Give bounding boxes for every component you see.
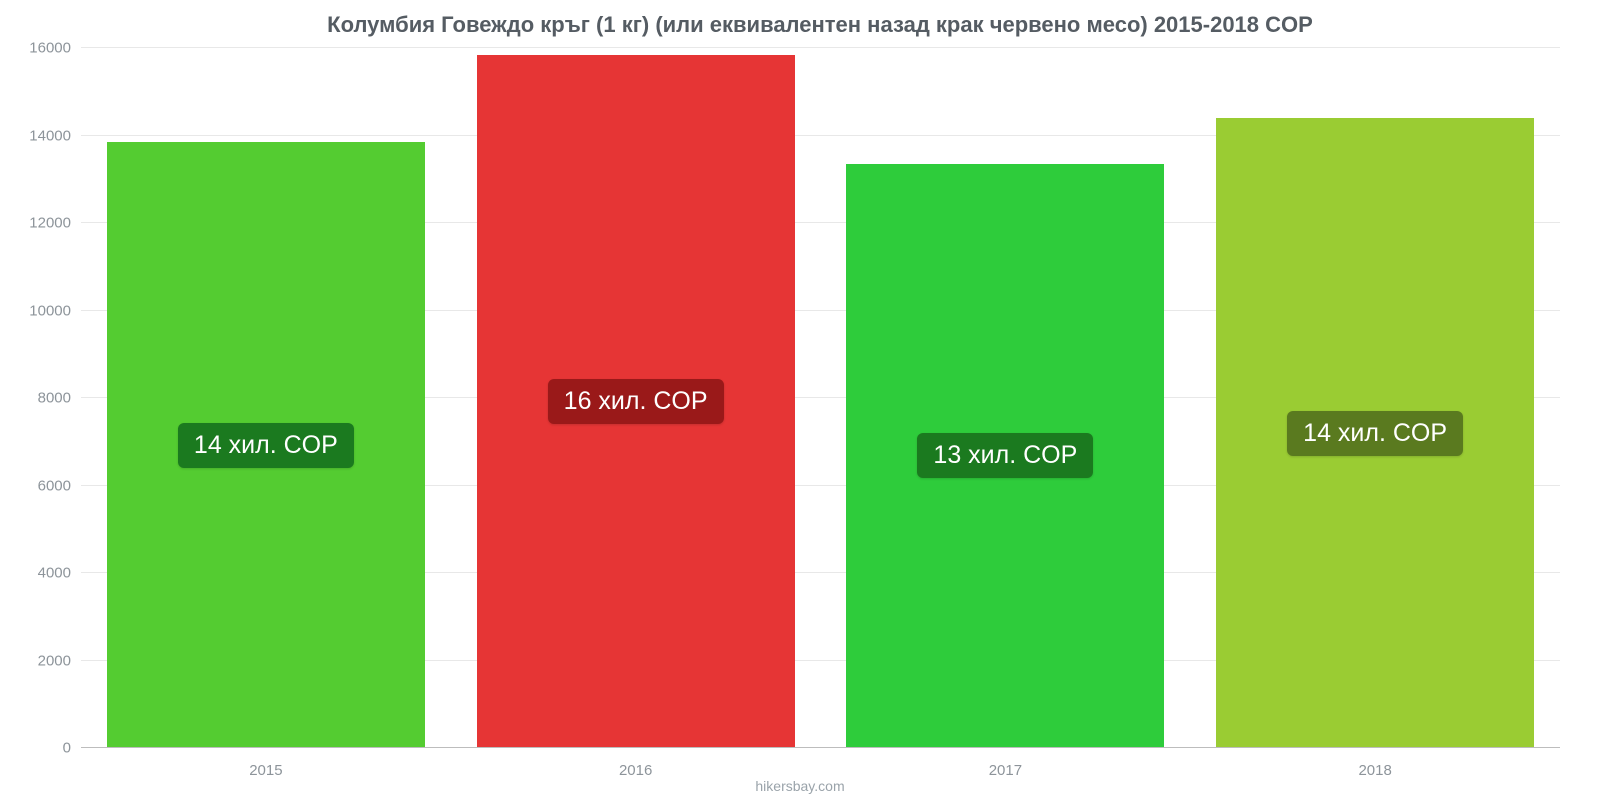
y-axis-tick-label: 12000: [29, 215, 81, 232]
bar: 13 хил. COP: [846, 164, 1164, 748]
bars-group: 14 хил. COP201516 хил. COP201613 хил. CO…: [81, 48, 1560, 748]
bar: 14 хил. COP: [1216, 118, 1534, 748]
bar-slot: 13 хил. COP2017: [821, 48, 1191, 748]
chart-container: Колумбия Говеждо кръг (1 кг) (или еквива…: [0, 0, 1600, 800]
y-axis-tick-label: 4000: [38, 565, 81, 582]
bar-slot: 14 хил. COP2015: [81, 48, 451, 748]
bar-value-badge: 14 хил. COP: [178, 423, 354, 468]
plot-area: 14 хил. COP201516 хил. COP201613 хил. CO…: [80, 48, 1560, 748]
y-axis-tick-label: 2000: [38, 652, 81, 669]
x-axis-tick-label: 2017: [989, 748, 1022, 779]
bar: 14 хил. COP: [107, 142, 425, 748]
y-axis-tick-label: 8000: [38, 390, 81, 407]
x-axis-tick-label: 2015: [249, 748, 282, 779]
bar-slot: 14 хил. COP2018: [1190, 48, 1560, 748]
chart-title: Колумбия Говеждо кръг (1 кг) (или еквива…: [80, 12, 1560, 38]
attribution-text: hikersbay.com: [755, 778, 844, 794]
y-axis-tick-label: 0: [63, 740, 81, 757]
x-axis-tick-label: 2018: [1358, 748, 1391, 779]
bar-value-badge: 14 хил. COP: [1287, 411, 1463, 456]
bar: 16 хил. COP: [477, 55, 795, 748]
y-axis-tick-label: 14000: [29, 127, 81, 144]
y-axis-tick-label: 10000: [29, 302, 81, 319]
bar-value-badge: 16 хил. COP: [548, 379, 724, 424]
y-axis-tick-label: 6000: [38, 477, 81, 494]
x-axis-baseline: [81, 747, 1560, 748]
bar-value-badge: 13 хил. COP: [917, 433, 1093, 478]
y-axis-tick-label: 16000: [29, 40, 81, 57]
bar-slot: 16 хил. COP2016: [451, 48, 821, 748]
x-axis-tick-label: 2016: [619, 748, 652, 779]
